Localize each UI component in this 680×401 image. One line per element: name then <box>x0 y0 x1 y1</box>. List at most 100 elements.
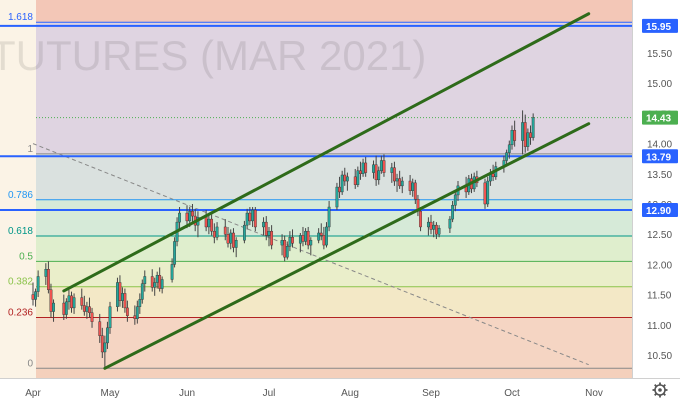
candle <box>90 307 94 328</box>
candle <box>408 175 412 195</box>
candle-body <box>448 218 452 229</box>
candle-body <box>155 275 159 283</box>
chart-left-margin <box>0 0 36 378</box>
fib-band <box>36 153 632 200</box>
candle <box>80 288 84 310</box>
candle-body <box>70 295 73 309</box>
candle-body <box>309 240 313 246</box>
candle <box>486 176 490 208</box>
candle-body <box>262 221 265 228</box>
candle <box>361 158 365 177</box>
settings-gear-icon[interactable] <box>652 382 668 398</box>
price-label-text: 13.79 <box>646 152 671 163</box>
fib-level-label: 0.382 <box>8 277 33 288</box>
candle <box>52 299 55 322</box>
candle-body <box>248 212 252 222</box>
candle <box>340 170 344 195</box>
candle <box>116 277 119 312</box>
candle <box>325 222 328 248</box>
time-tick-label: Oct <box>504 388 520 399</box>
time-tick-label: Aug <box>341 388 359 399</box>
price-tick-label: 11.00 <box>647 321 672 332</box>
candle-body <box>173 241 176 265</box>
candle <box>118 275 122 307</box>
candle <box>262 217 265 236</box>
price-tick-label: 12.00 <box>647 260 672 271</box>
candle-body <box>435 224 438 235</box>
candle-body <box>52 302 55 312</box>
candle-body <box>345 176 349 182</box>
candle <box>253 207 257 232</box>
candle <box>229 229 233 250</box>
candle-body <box>393 167 396 182</box>
candle <box>319 223 323 241</box>
candle-body <box>121 293 124 301</box>
candle <box>379 155 383 174</box>
candle <box>345 172 349 191</box>
candle-body <box>123 293 127 309</box>
diagonal-trend-line <box>32 143 589 366</box>
candle-body <box>229 232 233 244</box>
candle-body <box>491 173 495 178</box>
candle <box>248 207 252 226</box>
candle <box>343 167 347 186</box>
candle <box>49 283 53 318</box>
candle-body <box>510 130 514 146</box>
candle-body <box>531 117 535 138</box>
candle <box>429 214 433 235</box>
candle <box>178 207 181 230</box>
candle-body <box>372 164 375 173</box>
candle-body <box>529 132 532 138</box>
candle-body <box>116 282 119 307</box>
candle-body <box>226 233 230 244</box>
candle-body <box>395 178 399 182</box>
candle <box>143 270 147 292</box>
candle-body <box>143 276 147 284</box>
candle <box>280 234 284 256</box>
candle <box>448 216 452 233</box>
candle-body <box>210 218 213 232</box>
gear-tooth <box>662 384 666 388</box>
candle <box>123 288 127 313</box>
candle-body <box>191 211 194 217</box>
fib-band <box>36 261 632 287</box>
candle <box>510 125 514 150</box>
candle-body <box>280 240 284 246</box>
candle-body <box>411 182 415 191</box>
time-tick-label: Jun <box>179 388 195 399</box>
time-tick-label: Jul <box>263 388 276 399</box>
candle-body <box>118 282 122 301</box>
candle <box>298 232 302 253</box>
candle <box>526 128 530 151</box>
candle-body <box>82 305 86 312</box>
candle <box>242 220 246 244</box>
candle <box>432 220 436 238</box>
candle <box>413 179 417 204</box>
candle <box>264 216 268 241</box>
candle-body <box>108 306 112 329</box>
candle <box>301 226 305 247</box>
price-label-badge <box>642 203 678 218</box>
candle-body <box>317 232 321 241</box>
price-label-text: 15.95 <box>646 22 671 33</box>
candle <box>356 166 360 188</box>
candle <box>103 335 107 368</box>
candle <box>251 207 254 227</box>
candle <box>437 225 441 238</box>
candle <box>306 226 310 250</box>
candle-body <box>390 167 394 173</box>
candle <box>327 200 331 232</box>
candle-body <box>106 327 109 344</box>
candle-body <box>400 180 404 187</box>
candle-body <box>359 170 362 174</box>
candle <box>153 277 157 296</box>
candle-body <box>88 306 91 313</box>
candle-body <box>140 283 144 300</box>
fib-level-label: 0.786 <box>8 190 33 201</box>
candle-body <box>212 230 216 238</box>
candle <box>393 161 396 186</box>
candle <box>173 237 176 268</box>
candle-body <box>49 289 53 312</box>
candle-body <box>291 237 294 244</box>
